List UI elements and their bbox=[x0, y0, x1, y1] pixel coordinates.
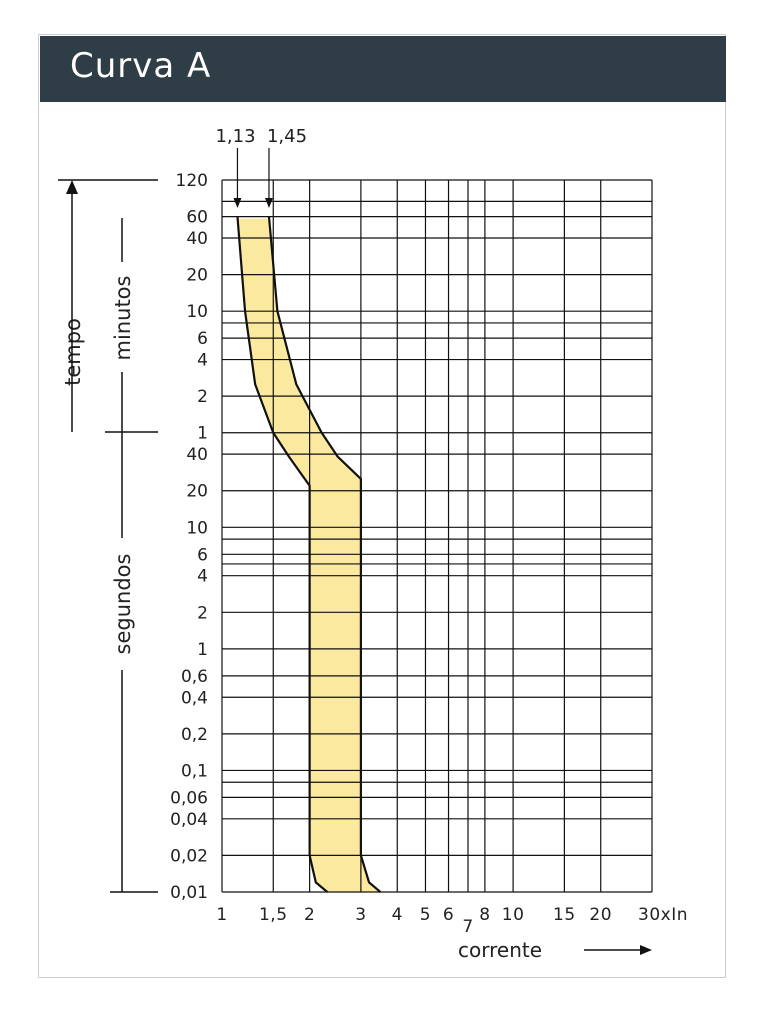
tempo-label: tempo bbox=[61, 318, 85, 386]
x-tick-label: 10 bbox=[502, 905, 525, 925]
x-tick-label: 5 bbox=[420, 905, 431, 925]
axis-layer bbox=[58, 148, 652, 955]
minutos-label: minutos bbox=[111, 276, 135, 361]
header-bar: Curva A bbox=[40, 36, 726, 102]
y-tick-label: 40 bbox=[186, 445, 208, 465]
band-layer bbox=[235, 199, 381, 893]
x-tick-label: 4 bbox=[392, 905, 403, 925]
y-tick-label: 120 bbox=[176, 171, 208, 191]
y-tick-label: 2 bbox=[197, 603, 208, 623]
y-tick-label: 40 bbox=[186, 229, 208, 249]
tempo-axis-arrow-head bbox=[66, 180, 78, 194]
annotation-113: 1,13 bbox=[215, 126, 255, 147]
chart-frame bbox=[38, 34, 726, 978]
lower-boundary-curve bbox=[236, 216, 329, 893]
y-tick-label: 60 bbox=[186, 208, 208, 228]
grid-layer bbox=[221, 179, 653, 893]
x-tick-label: 7 bbox=[462, 917, 473, 937]
x-axis-label: corrente bbox=[458, 938, 542, 962]
y-tick-label: 6 bbox=[197, 545, 208, 565]
x-axis-arrow-head bbox=[640, 945, 652, 955]
y-tick-label: 2 bbox=[197, 387, 208, 407]
upper-boundary-curve bbox=[267, 216, 382, 893]
x-tick-label: 20 bbox=[589, 905, 612, 925]
annotation-arrow-head bbox=[233, 198, 242, 208]
x-tick-label: 8 bbox=[479, 905, 490, 925]
y-tick-label: 10 bbox=[186, 302, 208, 322]
x-tick-label: 3 bbox=[355, 905, 366, 925]
y-tick-label: 0,6 bbox=[181, 667, 208, 687]
x-tick-label: 15 bbox=[553, 905, 576, 925]
chart-title: Curva A bbox=[70, 46, 212, 86]
y-tick-label: 1 bbox=[197, 640, 208, 660]
y-tick-label: 0,2 bbox=[181, 725, 208, 745]
y-tick-label: 20 bbox=[186, 482, 208, 502]
boundary-layer bbox=[236, 216, 382, 893]
x-tick-label: 1 bbox=[216, 905, 227, 925]
x-tick-label: 2 bbox=[304, 905, 315, 925]
y-tick-label: 4 bbox=[197, 567, 208, 587]
x-tick-label: 6 bbox=[443, 905, 454, 925]
y-tick-label: 0,4 bbox=[181, 688, 208, 708]
y-tick-label: 20 bbox=[186, 266, 208, 286]
y-tick-label: 0,1 bbox=[181, 761, 208, 781]
label-layer: 12060402010642140201064210,60,40,20,10,0… bbox=[61, 126, 688, 962]
y-tick-label: 0,06 bbox=[170, 788, 208, 808]
annotation-arrow-head bbox=[264, 198, 273, 208]
y-tick-label: 4 bbox=[197, 351, 208, 371]
y-tick-label: 1 bbox=[197, 424, 208, 444]
top-gap bbox=[235, 199, 274, 219]
y-tick-label: 0,02 bbox=[170, 846, 208, 866]
y-tick-label: 0,04 bbox=[170, 810, 208, 830]
annotation-145: 1,45 bbox=[267, 126, 307, 147]
y-tick-label: 10 bbox=[186, 518, 208, 538]
x-tick-label: 30xIn bbox=[638, 905, 688, 925]
y-tick-label: 6 bbox=[197, 329, 208, 349]
y-tick-label: 0,01 bbox=[170, 883, 208, 903]
x-tick-label: 1,5 bbox=[259, 905, 288, 925]
segundos-label: segundos bbox=[111, 554, 135, 655]
